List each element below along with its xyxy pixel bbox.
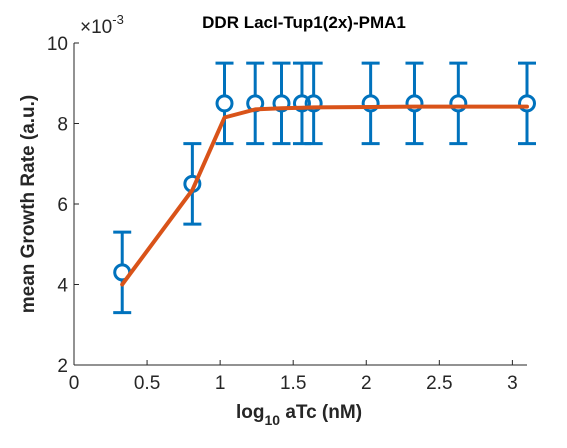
- y-exponent-base: ×10: [80, 17, 112, 38]
- y-tick-label: 8: [57, 115, 68, 136]
- x-axis-label-base: log: [236, 402, 265, 423]
- x-tick-label: 1: [215, 373, 226, 394]
- chart-title: DDR LacI-Tup1(2x)-PMA1: [202, 13, 406, 32]
- y-exponent-power: -3: [112, 12, 124, 27]
- y-tick-label: 6: [57, 195, 68, 216]
- x-tick-label: 0: [69, 373, 80, 394]
- x-axis-label-rest: aTc (nM): [280, 402, 362, 423]
- x-tick-label: 3: [507, 373, 518, 394]
- x-tick-label: 2: [361, 373, 372, 394]
- y-tick-label: 4: [57, 276, 68, 297]
- y-tick-label: 2: [57, 356, 68, 377]
- x-tick-label: 1.5: [280, 373, 306, 394]
- x-tick-label: 2.5: [426, 373, 452, 394]
- y-axis-label: mean Growth Rate (a.u.): [18, 95, 39, 314]
- y-tick-label: 10: [47, 34, 68, 55]
- x-axis-label-sub: 10: [264, 412, 280, 428]
- x-tick-label: 0.5: [134, 373, 160, 394]
